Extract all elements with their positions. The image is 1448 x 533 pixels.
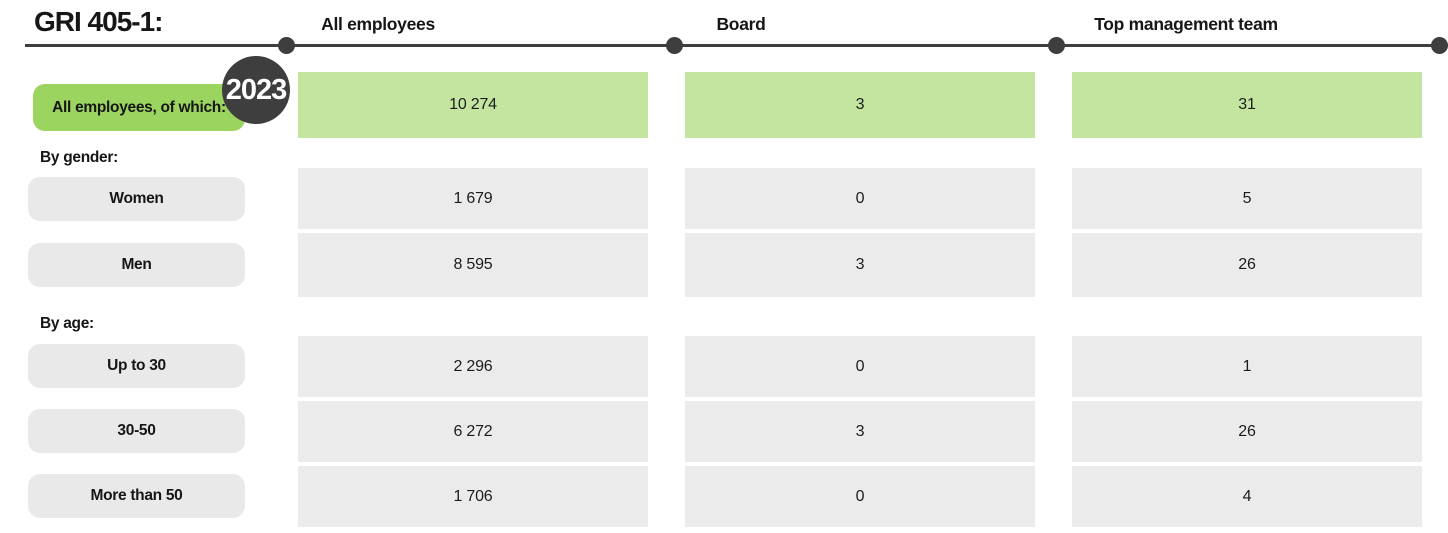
- row-label-women: Women: [28, 177, 245, 221]
- row-label-more-than-50: More than 50: [28, 474, 245, 518]
- column-header-top-management-team: Top management team: [1094, 14, 1278, 34]
- cell-top-management-up-to-30: 1: [1072, 336, 1422, 397]
- timeline-dot: [666, 37, 683, 54]
- cell-top-management-30-50: 26: [1072, 401, 1422, 462]
- row-label-up-to-30: Up to 30: [28, 344, 245, 388]
- timeline-dot: [1431, 37, 1448, 54]
- group-label-by-age: By age:: [40, 315, 94, 332]
- timeline-dot: [1048, 37, 1065, 54]
- cell-board-up-to-30: 0: [685, 336, 1035, 397]
- cell-all-employees-men: 8 595: [298, 233, 648, 297]
- cell-board-men: 3: [685, 233, 1035, 297]
- cell-board-more-than-50: 0: [685, 466, 1035, 527]
- cell-all-employees-30-50: 6 272: [298, 401, 648, 462]
- cell-top-management-total: 31: [1072, 72, 1422, 138]
- cell-board-total: 3: [685, 72, 1035, 138]
- cell-all-employees-women: 1 679: [298, 168, 648, 229]
- year-badge: 2023: [222, 56, 290, 124]
- column-header-board: Board: [716, 14, 766, 34]
- cell-board-women: 0: [685, 168, 1035, 229]
- row-label-men: Men: [28, 243, 245, 287]
- timeline-dot: [278, 37, 295, 54]
- cell-all-employees-total: 10 274: [298, 72, 648, 138]
- column-header-all-employees: All employees: [321, 14, 435, 34]
- cell-board-30-50: 3: [685, 401, 1035, 462]
- cell-all-employees-more-than-50: 1 706: [298, 466, 648, 527]
- cell-top-management-women: 5: [1072, 168, 1422, 229]
- row-label-30-50: 30-50: [28, 409, 245, 453]
- cell-top-management-men: 26: [1072, 233, 1422, 297]
- row-label-all-employees: All employees, of which:: [33, 84, 245, 131]
- group-label-by-gender: By gender:: [40, 149, 118, 166]
- page-title: GRI 405-1:: [34, 6, 163, 37]
- cell-top-management-more-than-50: 4: [1072, 466, 1422, 527]
- header-timeline-rule: [25, 44, 1448, 47]
- cell-all-employees-up-to-30: 2 296: [298, 336, 648, 397]
